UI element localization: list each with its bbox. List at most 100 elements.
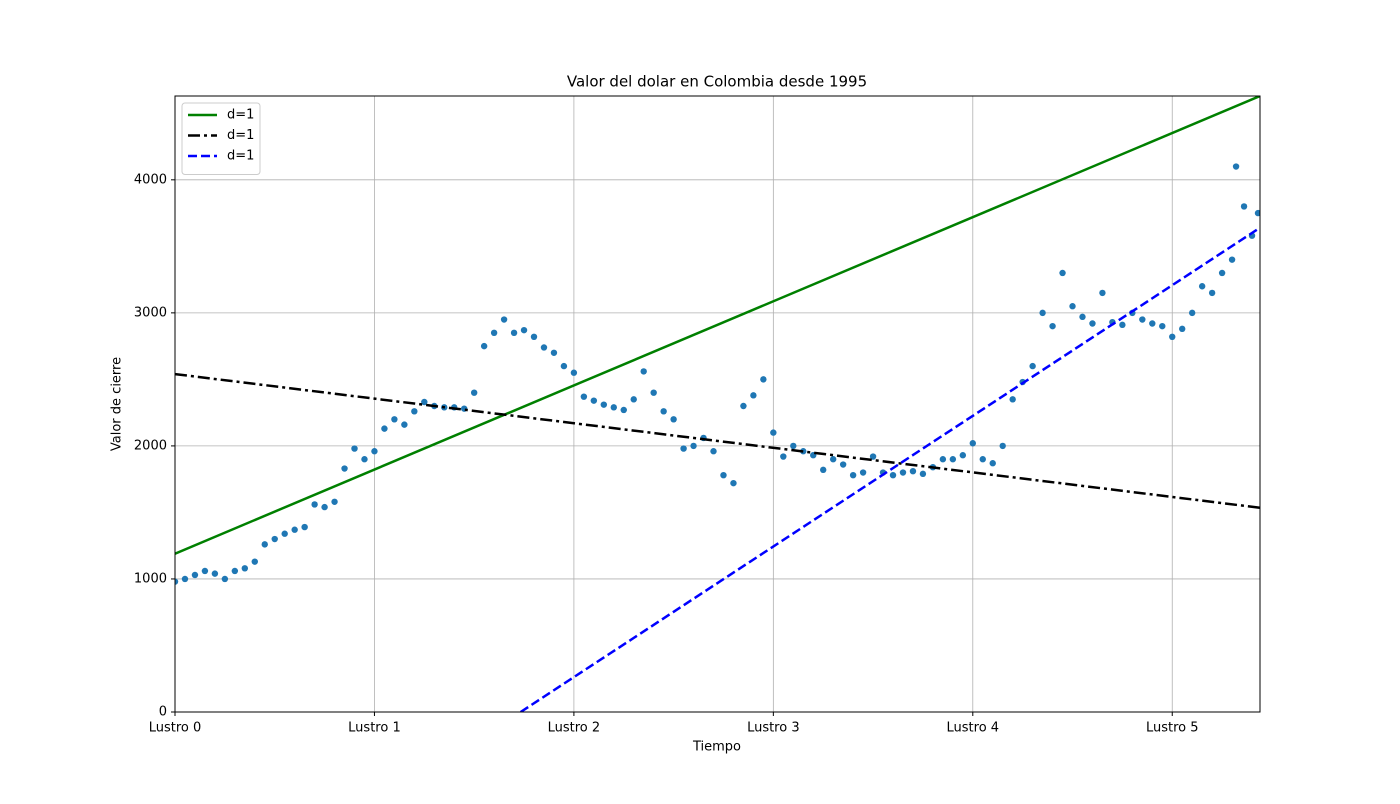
data-point [1159, 322, 1166, 330]
data-point [211, 570, 219, 577]
data-point [1208, 289, 1216, 297]
data-point [899, 469, 907, 476]
data-point [201, 567, 209, 575]
data-point [1188, 309, 1196, 317]
data-point [351, 445, 358, 452]
x-tick-label: Lustro 0 [149, 721, 202, 736]
data-point [1119, 321, 1126, 329]
data-point [949, 456, 957, 463]
data-point [1198, 283, 1206, 290]
data-point [969, 440, 976, 447]
data-point [740, 402, 747, 410]
data-point [630, 396, 637, 403]
chart-title: Valor del dolar en Colombia desde 1995 [567, 73, 867, 91]
data-point [500, 316, 508, 323]
y-tick-label: 3000 [134, 305, 167, 320]
data-point [231, 567, 239, 575]
data-point [341, 465, 348, 472]
data-point [600, 401, 608, 408]
data-point [660, 408, 667, 415]
legend-label: d=1 [227, 108, 254, 123]
y-tick-label: 0 [159, 705, 167, 720]
data-point [560, 362, 568, 370]
data-point [361, 456, 368, 463]
data-point [251, 558, 258, 565]
data-point [770, 429, 777, 436]
data-point [411, 408, 418, 415]
data-point [889, 471, 897, 479]
data-point [979, 456, 986, 463]
data-point [530, 333, 538, 341]
data-point [590, 397, 598, 404]
y-tick-label: 1000 [134, 571, 167, 586]
data-point [550, 349, 558, 356]
data-point [1218, 269, 1226, 277]
data-point [989, 460, 996, 467]
data-point [1232, 163, 1240, 170]
data-point [301, 523, 308, 531]
data-point [730, 479, 737, 487]
y-axis-label: Valor de cierre [110, 357, 125, 451]
data-point [371, 448, 378, 455]
data-point [909, 467, 917, 475]
data-point [1079, 313, 1086, 321]
data-point [540, 344, 548, 351]
x-tick-label: Lustro 2 [548, 721, 601, 736]
data-point [291, 526, 298, 533]
data-point [620, 406, 627, 414]
data-point [191, 571, 199, 579]
data-point [391, 416, 398, 423]
x-tick-label: Lustro 3 [747, 721, 800, 736]
data-point [480, 342, 488, 350]
y-tick-label: 2000 [134, 438, 167, 453]
data-point [510, 329, 518, 337]
data-point [780, 453, 787, 460]
data-point [710, 448, 717, 455]
data-point [919, 470, 927, 478]
x-tick-label: Lustro 5 [1146, 721, 1199, 736]
x-tick-label: Lustro 4 [947, 721, 1000, 736]
data-point [490, 329, 498, 337]
data-point [999, 442, 1006, 450]
data-point [680, 445, 687, 452]
data-point [720, 471, 727, 479]
data-point [381, 425, 388, 432]
data-point [421, 398, 428, 406]
data-point [321, 503, 328, 511]
data-point [760, 376, 767, 383]
data-point [959, 452, 967, 459]
data-point [281, 530, 288, 537]
data-point [1049, 322, 1056, 330]
data-point [1089, 320, 1096, 327]
data-point [839, 461, 847, 468]
data-point [1228, 256, 1236, 263]
data-point [1149, 320, 1156, 327]
data-point [261, 541, 268, 548]
data-point [241, 565, 249, 572]
data-point [1254, 209, 1260, 217]
data-point [175, 578, 179, 585]
data-point [1169, 333, 1176, 341]
data-point [580, 393, 588, 400]
plot-frame [174, 95, 1261, 713]
data-point [520, 326, 528, 334]
data-point [1139, 316, 1146, 323]
data-point [311, 501, 318, 508]
data-point [271, 535, 278, 543]
data-point [470, 389, 478, 396]
fit-line [175, 96, 1260, 555]
data-point [221, 575, 229, 583]
data-point [750, 392, 757, 399]
data-point [1009, 396, 1016, 403]
data-point [820, 466, 827, 474]
data-point [650, 389, 657, 396]
legend-label: d=1 [227, 149, 254, 164]
data-point [829, 456, 837, 463]
data-point [670, 416, 677, 423]
data-point [570, 369, 578, 376]
data-point [1029, 362, 1036, 370]
data-point [610, 404, 617, 411]
data-point [790, 442, 797, 450]
x-axis-label: Tiempo [692, 740, 741, 755]
